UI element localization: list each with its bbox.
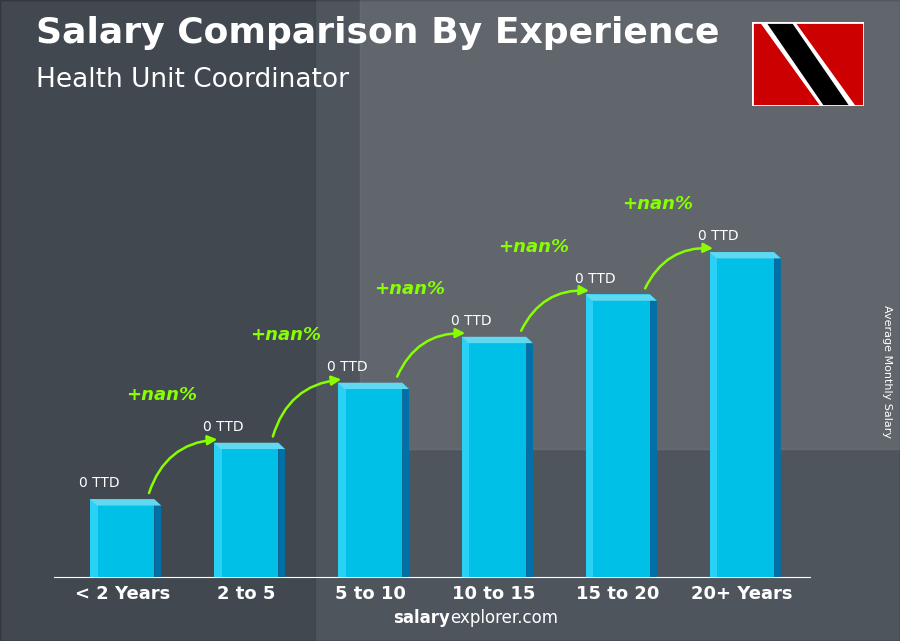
Polygon shape <box>760 22 855 106</box>
Polygon shape <box>462 337 533 343</box>
Bar <box>586 294 650 577</box>
Bar <box>90 499 155 577</box>
Text: 0 TTD: 0 TTD <box>327 360 367 374</box>
Bar <box>360 0 900 449</box>
Text: 0 TTD: 0 TTD <box>698 229 739 243</box>
Bar <box>709 252 717 577</box>
Text: 0 TTD: 0 TTD <box>574 272 615 286</box>
Bar <box>462 337 526 577</box>
Polygon shape <box>774 252 781 577</box>
Bar <box>338 383 346 577</box>
Text: +nan%: +nan% <box>250 326 321 344</box>
Bar <box>214 443 278 577</box>
Polygon shape <box>155 499 161 577</box>
Bar <box>586 294 593 577</box>
Bar <box>462 337 470 577</box>
Bar <box>338 383 402 577</box>
Text: +nan%: +nan% <box>374 280 446 298</box>
Text: Average Monthly Salary: Average Monthly Salary <box>881 305 892 438</box>
Bar <box>0 0 315 641</box>
Polygon shape <box>278 443 285 577</box>
Polygon shape <box>650 294 657 577</box>
Polygon shape <box>214 443 285 449</box>
Text: +nan%: +nan% <box>622 196 693 213</box>
Polygon shape <box>338 383 410 389</box>
Text: explorer.com: explorer.com <box>450 609 558 627</box>
Text: +nan%: +nan% <box>126 386 197 404</box>
Polygon shape <box>90 499 161 506</box>
Polygon shape <box>709 252 781 258</box>
Polygon shape <box>767 22 848 106</box>
Polygon shape <box>402 383 410 577</box>
Polygon shape <box>526 337 533 577</box>
Text: 0 TTD: 0 TTD <box>451 314 491 328</box>
Text: +nan%: +nan% <box>498 238 569 256</box>
Text: Health Unit Coordinator: Health Unit Coordinator <box>36 67 349 94</box>
Text: Salary Comparison By Experience: Salary Comparison By Experience <box>36 16 719 50</box>
Text: 0 TTD: 0 TTD <box>79 476 120 490</box>
Bar <box>90 499 98 577</box>
Bar <box>214 443 221 577</box>
Polygon shape <box>586 294 657 301</box>
Text: salary: salary <box>393 609 450 627</box>
Bar <box>709 252 774 577</box>
Text: 0 TTD: 0 TTD <box>202 420 243 434</box>
